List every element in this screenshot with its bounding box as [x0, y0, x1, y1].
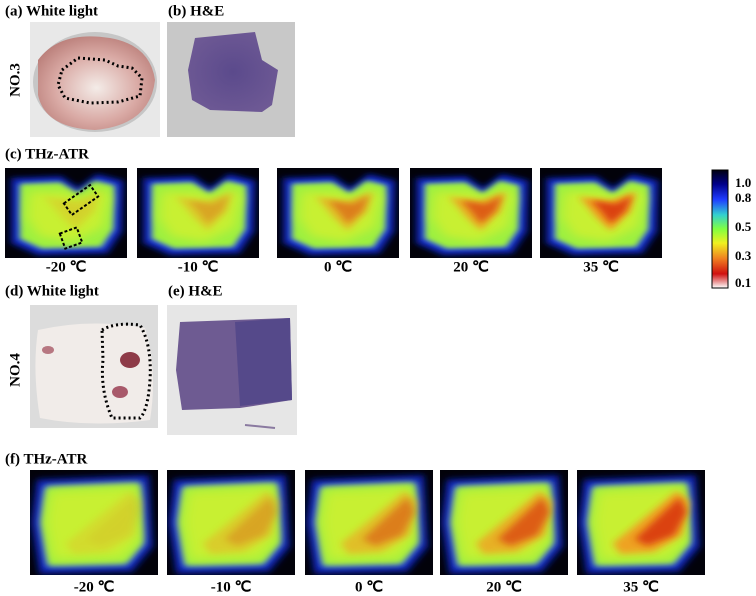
- colorbar: [711, 169, 729, 289]
- thz-image: [5, 168, 127, 258]
- sample-id: NO.4: [7, 353, 23, 387]
- temperature-label: -20 ℃: [46, 259, 87, 275]
- roi-box: [62, 183, 100, 217]
- thz-image: [167, 470, 295, 575]
- thz-image: [137, 168, 259, 258]
- thz-image: [30, 470, 158, 575]
- temperature-label: 35 ℃: [623, 579, 659, 595]
- panel-label: (a) White light: [5, 3, 98, 19]
- he-image: [167, 305, 297, 435]
- temperature-label: 20 ℃: [453, 259, 489, 275]
- he-image: [167, 22, 295, 137]
- colorbar-tick-label: 0.3: [735, 248, 752, 263]
- panel-label: (d) White light: [5, 283, 99, 299]
- colorbar-tick-label: 0.5: [735, 219, 752, 234]
- thz-image: [277, 168, 399, 258]
- panel-label: (f) THz-ATR: [5, 451, 88, 467]
- temperature-label: -10 ℃: [178, 259, 219, 275]
- colorbar-tick-label: 1.0: [735, 175, 751, 190]
- thz-row: -20 ℃ -10 ℃ 0 ℃ 20 ℃ 35 ℃: [30, 470, 705, 595]
- panel-label: (b) H&E: [168, 3, 224, 19]
- roi-box: [58, 226, 84, 250]
- thz-image: [577, 470, 705, 575]
- white-light-image: [30, 22, 160, 137]
- colorbar-tick-label: 0.1: [735, 275, 751, 290]
- thz-image: [410, 168, 532, 258]
- panel-label: (e) H&E: [168, 283, 223, 299]
- thz-image: [440, 470, 568, 575]
- sample-id: NO.3: [7, 63, 23, 97]
- temperature-label: 20 ℃: [486, 579, 522, 595]
- colorbar-ticks: 1.00.8 0.5 0.3 0.1: [735, 175, 752, 290]
- thz-image: [305, 470, 433, 575]
- temperature-label: -20 ℃: [74, 579, 115, 595]
- thz-row: -20 ℃ -10 ℃ 0 ℃ 20 ℃ 35 ℃: [5, 168, 662, 275]
- temperature-label: -10 ℃: [211, 579, 252, 595]
- panel-label: (c) THz-ATR: [5, 146, 89, 162]
- temperature-label: 0 ℃: [355, 579, 383, 595]
- temperature-label: 35 ℃: [583, 259, 619, 275]
- colorbar-tick-label: 0.8: [735, 190, 752, 205]
- white-light-image: [30, 305, 158, 428]
- temperature-label: 0 ℃: [324, 259, 352, 275]
- thz-image: [540, 168, 662, 258]
